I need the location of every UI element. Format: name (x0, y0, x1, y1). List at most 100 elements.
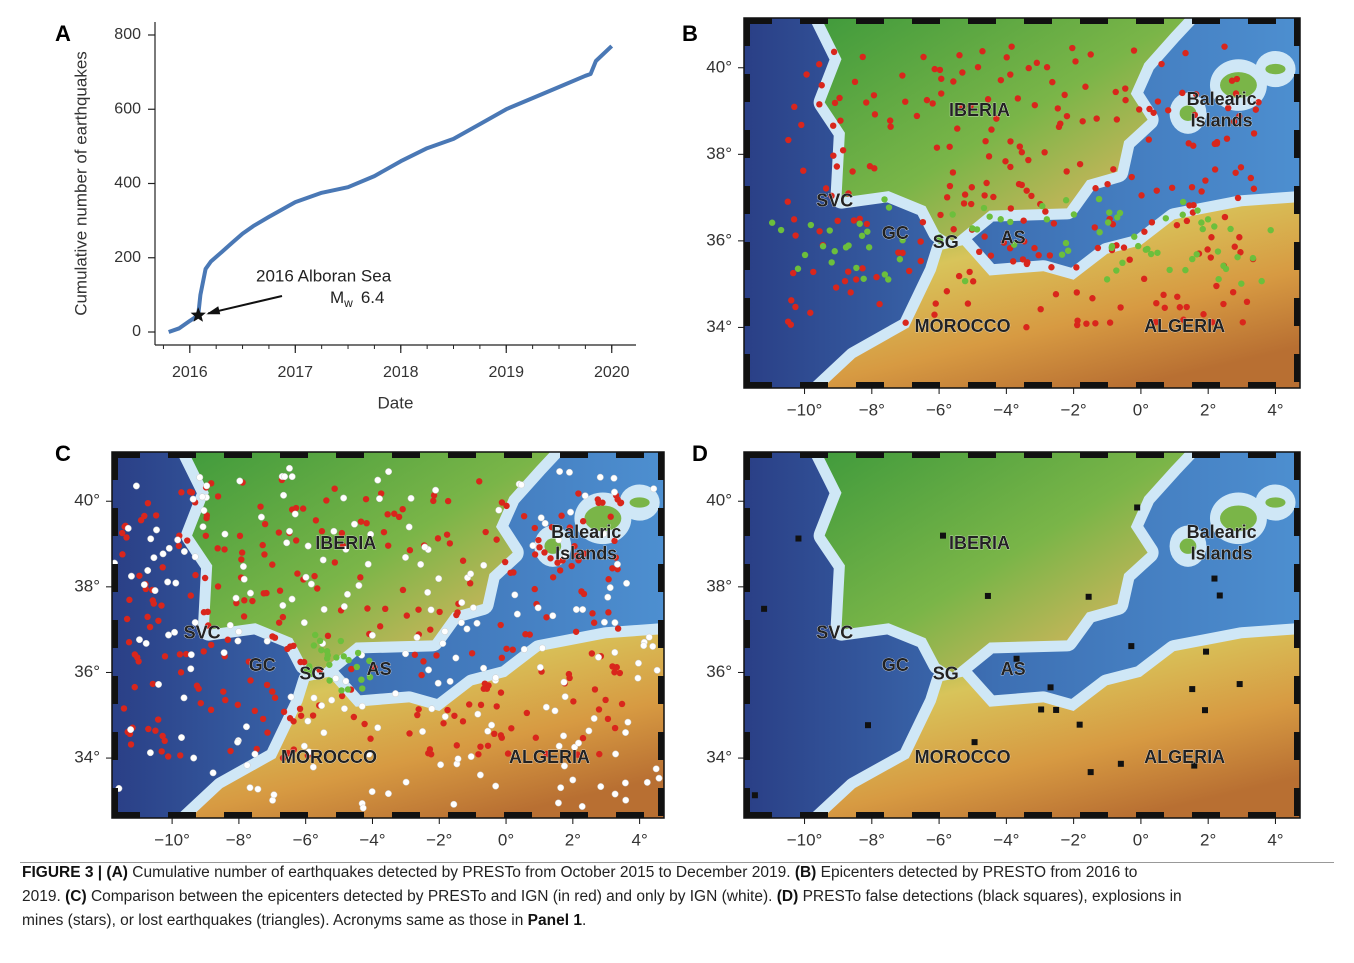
event-marker (171, 628, 178, 636)
event-marker (415, 706, 422, 713)
event-marker (966, 268, 973, 276)
event-marker (446, 540, 454, 547)
event-marker (453, 611, 460, 619)
event-marker (1162, 215, 1170, 222)
frame-check (658, 788, 664, 816)
event-marker (503, 502, 510, 510)
event-marker (376, 495, 383, 503)
event-marker (580, 550, 588, 557)
event-marker (949, 169, 957, 176)
event-marker (200, 507, 208, 514)
frame-check (504, 812, 532, 818)
event-marker (493, 703, 500, 710)
event-marker (616, 669, 624, 677)
event-marker (1085, 593, 1092, 600)
x-tick-label: 4° (631, 830, 647, 849)
map-label: IBERIA (949, 100, 1010, 120)
event-marker (1130, 47, 1138, 54)
caption-text: Epicenters detected by PRESTO from 2016 … (816, 864, 1138, 881)
event-marker (1000, 239, 1008, 246)
event-marker (555, 742, 563, 750)
caption-line: mines (stars), or lost earthquakes (tria… (22, 912, 586, 930)
event-marker (936, 233, 943, 241)
event-marker (165, 544, 173, 552)
x-tick-label: −10° (154, 830, 190, 849)
frame-check (912, 18, 940, 24)
event-marker (136, 572, 143, 579)
event-marker (531, 585, 538, 593)
event-marker (126, 596, 133, 604)
event-marker (578, 803, 586, 810)
event-marker (785, 136, 792, 144)
event-marker (441, 713, 449, 721)
event-marker (1229, 288, 1237, 296)
event-marker (792, 232, 799, 239)
event-marker (816, 61, 823, 68)
annotation-part: w (343, 296, 353, 310)
event-marker (344, 590, 351, 598)
event-marker (1087, 51, 1094, 58)
event-marker (297, 658, 304, 666)
event-marker (1043, 64, 1051, 71)
map-label: ALGERIA (509, 747, 590, 767)
event-marker (240, 613, 248, 620)
event-marker (312, 517, 320, 524)
panel-label: B (682, 21, 698, 46)
event-marker (196, 473, 204, 481)
map-label: Islands (1191, 543, 1253, 563)
event-marker (1138, 192, 1145, 199)
x-tick-label: 0° (498, 830, 514, 849)
event-marker (522, 631, 529, 638)
event-marker (943, 194, 951, 201)
event-marker (917, 238, 924, 245)
event-marker (280, 708, 288, 716)
event-marker (895, 249, 902, 256)
event-marker (596, 750, 603, 758)
event-marker (175, 542, 183, 550)
event-marker (132, 482, 140, 490)
frame-check (1192, 812, 1220, 818)
event-marker (520, 512, 528, 520)
event-marker (492, 782, 500, 790)
event-marker (1019, 256, 1027, 263)
event-marker (1037, 305, 1044, 313)
event-marker (913, 112, 921, 120)
event-marker (306, 663, 313, 670)
map-label: MOROCCO (915, 316, 1011, 336)
event-marker (269, 561, 276, 568)
event-marker (286, 464, 293, 472)
event-marker (507, 569, 514, 576)
event-marker (385, 468, 393, 476)
event-marker (589, 610, 596, 617)
event-marker (1236, 681, 1243, 688)
event-marker (1018, 149, 1026, 156)
event-marker (1209, 318, 1216, 326)
event-marker (784, 198, 791, 205)
event-marker (529, 542, 537, 550)
event-marker (585, 727, 593, 735)
frame-check (1136, 812, 1164, 818)
event-marker (800, 167, 807, 174)
map-label: GC (249, 655, 276, 675)
panel-label: A (55, 21, 71, 46)
event-marker (1198, 219, 1205, 226)
event-marker (968, 200, 975, 208)
event-marker (1083, 320, 1090, 327)
event-marker (572, 606, 580, 613)
event-marker (614, 496, 621, 503)
event-marker (1122, 85, 1129, 92)
y-tick-label: 0 (132, 323, 141, 340)
event-marker (578, 588, 585, 595)
event-marker (830, 48, 838, 56)
event-marker (176, 651, 184, 658)
x-tick-label: 2019 (488, 364, 524, 381)
event-marker (531, 551, 539, 558)
event-marker (946, 182, 954, 190)
event-marker (1104, 180, 1111, 188)
event-marker (981, 233, 988, 240)
event-marker (164, 578, 172, 586)
y-tick-label: 800 (114, 26, 141, 43)
event-marker (180, 548, 188, 555)
event-marker (238, 556, 245, 563)
event-marker (1052, 291, 1060, 298)
